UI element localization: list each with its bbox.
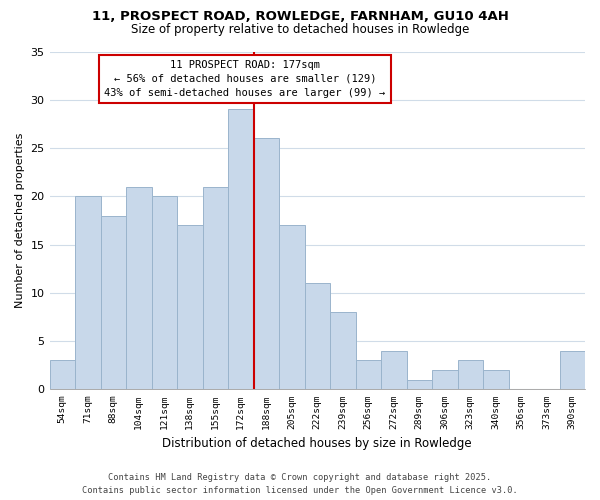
Text: 11, PROSPECT ROAD, ROWLEDGE, FARNHAM, GU10 4AH: 11, PROSPECT ROAD, ROWLEDGE, FARNHAM, GU… — [92, 10, 508, 23]
Text: Contains HM Land Registry data © Crown copyright and database right 2025.
Contai: Contains HM Land Registry data © Crown c… — [82, 474, 518, 495]
Bar — [254, 138, 279, 390]
X-axis label: Distribution of detached houses by size in Rowledge: Distribution of detached houses by size … — [163, 437, 472, 450]
Bar — [432, 370, 458, 390]
Bar — [152, 196, 177, 390]
Text: Size of property relative to detached houses in Rowledge: Size of property relative to detached ho… — [131, 22, 469, 36]
Bar — [279, 225, 305, 390]
Bar — [560, 350, 585, 390]
Bar — [305, 283, 330, 390]
Bar — [228, 110, 254, 390]
Bar — [126, 186, 152, 390]
Bar — [177, 225, 203, 390]
Bar — [75, 196, 101, 390]
Bar — [381, 350, 407, 390]
Text: 11 PROSPECT ROAD: 177sqm
← 56% of detached houses are smaller (129)
43% of semi-: 11 PROSPECT ROAD: 177sqm ← 56% of detach… — [104, 60, 386, 98]
Bar — [458, 360, 483, 390]
Bar — [50, 360, 75, 390]
Bar — [407, 380, 432, 390]
Bar — [101, 216, 126, 390]
Bar — [356, 360, 381, 390]
Bar — [483, 370, 509, 390]
Y-axis label: Number of detached properties: Number of detached properties — [15, 132, 25, 308]
Bar — [203, 186, 228, 390]
Bar — [330, 312, 356, 390]
